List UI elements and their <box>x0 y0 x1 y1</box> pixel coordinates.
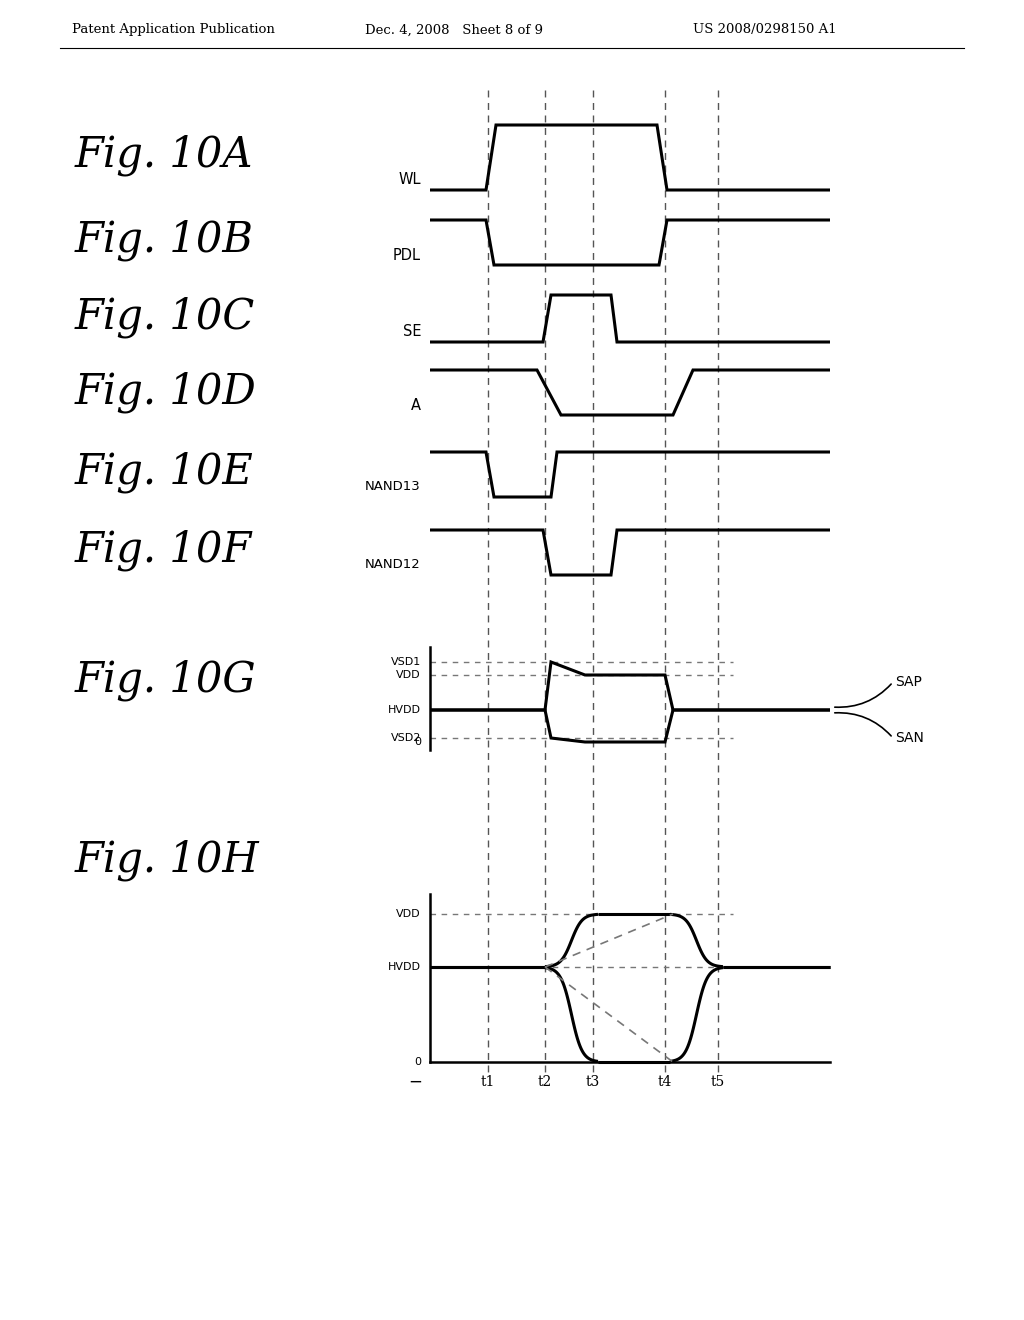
Text: NAND13: NAND13 <box>366 480 421 494</box>
Text: 0: 0 <box>414 1057 421 1067</box>
Text: HVDD: HVDD <box>388 962 421 972</box>
Text: VDD: VDD <box>396 909 421 919</box>
Text: Fig. 10D: Fig. 10D <box>75 371 257 413</box>
Text: Fig. 10G: Fig. 10G <box>75 659 257 701</box>
Text: Dec. 4, 2008   Sheet 8 of 9: Dec. 4, 2008 Sheet 8 of 9 <box>365 24 543 37</box>
Text: Fig. 10H: Fig. 10H <box>75 840 260 880</box>
Text: Fig. 10F: Fig. 10F <box>75 529 252 572</box>
Text: t5: t5 <box>711 1074 725 1089</box>
Text: SE: SE <box>402 325 421 339</box>
Text: VSD1: VSD1 <box>391 657 421 667</box>
Text: SAN: SAN <box>895 731 924 744</box>
Text: WL: WL <box>398 173 421 187</box>
Text: A: A <box>411 397 421 412</box>
Text: SAP: SAP <box>895 675 922 689</box>
Text: t2: t2 <box>538 1074 552 1089</box>
Text: VSD2: VSD2 <box>390 733 421 743</box>
Text: Fig. 10B: Fig. 10B <box>75 219 254 261</box>
Text: t1: t1 <box>481 1074 496 1089</box>
Text: Fig. 10C: Fig. 10C <box>75 296 255 338</box>
Text: Fig. 10A: Fig. 10A <box>75 135 253 176</box>
Text: t3: t3 <box>586 1074 600 1089</box>
Text: Patent Application Publication: Patent Application Publication <box>72 24 274 37</box>
Text: 0: 0 <box>414 737 421 747</box>
Text: US 2008/0298150 A1: US 2008/0298150 A1 <box>693 24 837 37</box>
Text: t4: t4 <box>657 1074 672 1089</box>
Text: −: − <box>408 1073 422 1092</box>
Text: PDL: PDL <box>393 248 421 263</box>
Text: NAND12: NAND12 <box>366 558 421 572</box>
Text: VDD: VDD <box>396 671 421 680</box>
Text: Fig. 10E: Fig. 10E <box>75 451 254 492</box>
Text: HVDD: HVDD <box>388 705 421 715</box>
